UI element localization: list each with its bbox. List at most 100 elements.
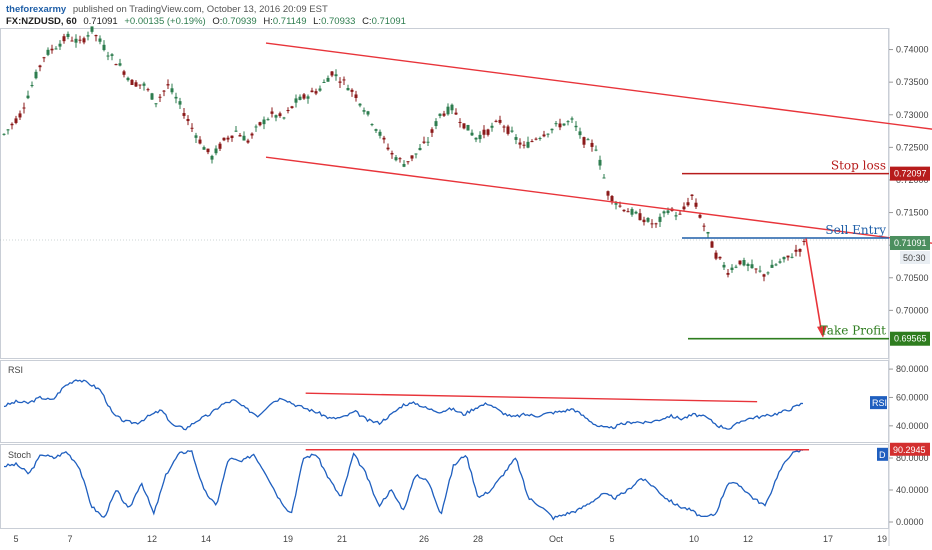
candle-body [46,49,50,55]
high-value: 0.71149 [273,16,307,27]
candle-body [286,110,290,112]
candle-body [406,161,410,163]
rsi-tag-text: RSI [872,398,887,408]
price-series [2,26,806,282]
candle-body [718,256,722,259]
candle-body [146,89,150,91]
candle-body [450,104,454,111]
candle-body [162,90,166,92]
candle-body [122,71,126,75]
candle-body [130,79,134,86]
candle-body [302,94,306,99]
candle-body [330,71,334,76]
candle-body [494,120,498,122]
candle-body [778,261,782,263]
stop-loss-price-tag [890,166,930,181]
candle-body [6,129,10,131]
candle-body [458,121,462,123]
candle-body [298,96,302,100]
candle-body [566,121,570,123]
candle-body [618,205,622,207]
candle-body [178,101,182,105]
candle-body [310,90,314,93]
stoch-pane [0,444,889,529]
last-price-text: 0.71091 [894,238,927,248]
candle-body [574,125,578,128]
candle-body [474,137,478,140]
candle-body [634,211,638,214]
candle-body [134,82,138,87]
candle-body [78,39,82,41]
stop-loss-price-text: 0.72097 [894,169,927,179]
candle-body [250,133,254,136]
candle-body [654,223,658,225]
candle-body [734,266,738,268]
published-text: published on TradingView.com, October 13… [73,4,328,15]
price-tick-label: 0.70000 [896,305,929,315]
rsi-tick-label: 60.0000 [896,392,929,402]
candle-body [774,264,778,266]
candle-body [82,38,86,43]
candle-body [54,48,58,50]
candle-body [14,118,18,123]
candle-body [534,138,538,140]
candle-body [42,57,46,59]
rsi-tick-label: 80.0000 [896,364,929,374]
symbol-label: FX:NZDUSD, 60 [6,16,77,27]
candle-body [486,129,490,135]
candle-body [182,113,186,116]
candle-body [602,177,606,179]
candle-body [142,83,146,86]
candle-body [2,133,6,135]
header-line-2: FX:NZDUSD, 60 0.71091 +0.00135 (+0.19%) … [6,16,406,27]
candle-body [530,141,534,143]
target-arrow-line [805,238,823,335]
candle-body [438,113,442,116]
candle-body [334,74,338,77]
time-tick-label: 26 [419,534,429,544]
candle-body [546,133,550,135]
candle-body [442,113,446,116]
candle-body [674,215,678,217]
time-tick-label: 14 [201,534,211,544]
candle-body [386,147,390,150]
candle-body [358,103,362,106]
candle-body [606,191,610,196]
candle-body [522,144,526,146]
time-tick-label: 12 [147,534,157,544]
candle-body [786,255,790,258]
stoch-tick-label: 0.0000 [896,517,924,527]
candle-body [354,94,358,98]
candle-body [414,153,418,155]
candle-body [290,106,294,109]
candle-body [66,33,70,37]
candle-body [370,124,374,126]
candle-body [542,134,546,137]
candle-body [374,129,378,131]
candle-body [578,131,582,136]
sell-entry-label: Sell Entry [825,223,886,237]
take-profit-label: Take Profit [820,324,886,338]
candle-body [102,44,106,51]
last-price-tag [890,235,930,250]
last-price: 0.71091 [83,16,117,27]
candle-body [706,232,710,234]
candle-body [26,95,30,99]
candle-body [22,107,26,109]
candle-body [402,164,406,167]
price-pane [0,28,889,359]
candle-body [106,55,110,57]
candle-body [498,119,502,123]
candle-body [74,38,78,43]
candle-body [798,248,802,252]
candle-body [766,272,770,274]
candle-body [346,87,350,91]
candle-body [222,137,226,141]
candle-body [430,129,434,133]
candle-body [126,77,130,81]
candle-body [326,77,330,82]
channel-upper-line [265,42,932,130]
candle-body [690,194,694,196]
candle-body [278,113,282,117]
